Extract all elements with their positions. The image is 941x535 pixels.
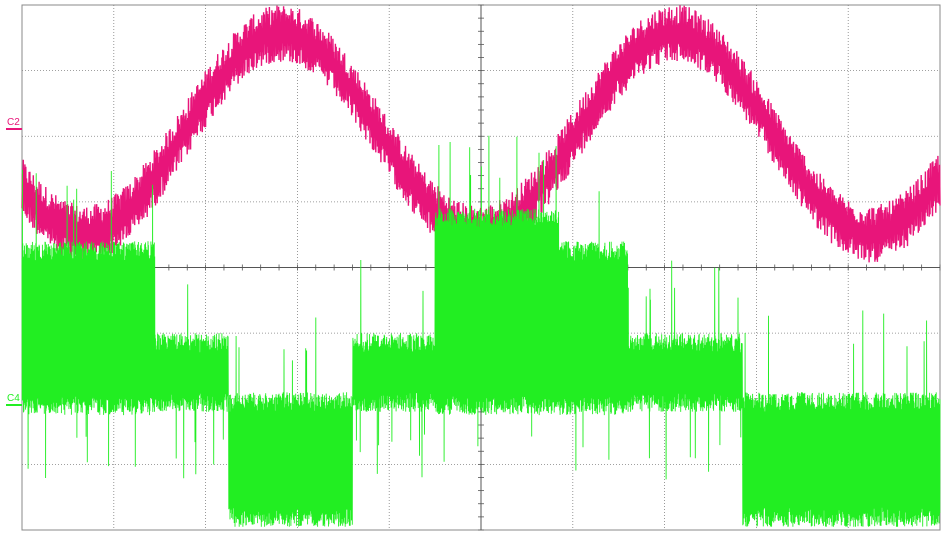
channel-marker-c2 xyxy=(6,128,22,130)
traces xyxy=(21,5,941,527)
channel-label-c4: C4 xyxy=(7,393,20,404)
channel-label-c2: C2 xyxy=(7,117,20,128)
trace-c4 xyxy=(21,135,941,527)
channel-markers: C2 C4 xyxy=(6,117,22,406)
channel-marker-c4 xyxy=(6,404,22,406)
